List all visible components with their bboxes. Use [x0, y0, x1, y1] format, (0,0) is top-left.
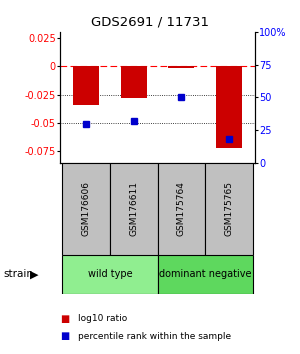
Text: GSM175765: GSM175765 — [224, 181, 233, 236]
Bar — [121, 66, 147, 98]
Bar — [158, 255, 253, 294]
Text: ■: ■ — [60, 331, 69, 341]
Bar — [168, 66, 194, 68]
Text: wild type: wild type — [88, 269, 132, 279]
Text: percentile rank within the sample: percentile rank within the sample — [78, 332, 231, 341]
Text: GSM175764: GSM175764 — [177, 181, 186, 236]
Text: ▶: ▶ — [30, 269, 39, 279]
Bar — [205, 163, 253, 255]
Text: strain: strain — [3, 269, 33, 279]
Bar — [158, 163, 205, 255]
Bar — [62, 255, 158, 294]
Text: GSM176606: GSM176606 — [82, 181, 91, 236]
Text: log10 ratio: log10 ratio — [78, 314, 127, 323]
Bar — [110, 163, 158, 255]
Text: dominant negative: dominant negative — [159, 269, 251, 279]
Text: ■: ■ — [60, 314, 69, 324]
Bar — [62, 163, 110, 255]
Text: GDS2691 / 11731: GDS2691 / 11731 — [91, 16, 209, 29]
Text: GSM176611: GSM176611 — [129, 181, 138, 236]
Bar — [73, 66, 99, 105]
Bar — [216, 66, 242, 148]
